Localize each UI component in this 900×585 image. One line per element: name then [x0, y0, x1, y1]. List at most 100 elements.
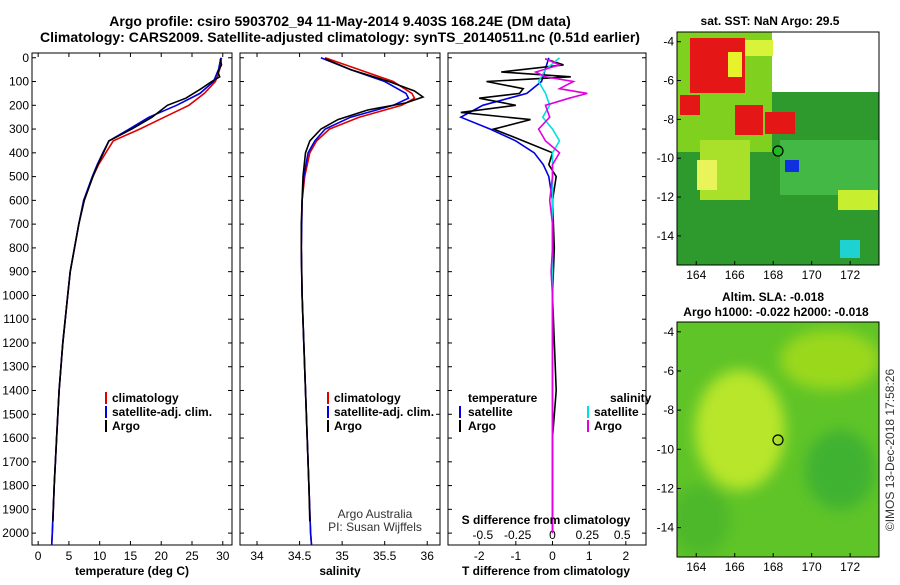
y-tick-label: 1700: [2, 455, 29, 469]
temperature-panel-frame: [31, 52, 233, 546]
legend-label-argo: Argo: [334, 419, 362, 433]
s-tick-label: -0.5: [472, 528, 493, 542]
credit-line-2: PI: Susan Wijffels: [328, 520, 422, 534]
salinity-panel-frame: [239, 52, 441, 546]
x-tick-label: 34: [250, 549, 264, 563]
title-line-1: Argo profile: csiro 5903702_94 11-May-20…: [109, 13, 570, 29]
series-line-argo: [52, 58, 223, 522]
salinity-axis-label: salinity: [319, 564, 361, 578]
y-tick-label: 300: [9, 122, 29, 136]
y-tick-label: 1100: [3, 312, 29, 326]
lon-tick-label: 164: [686, 560, 706, 574]
y-tick-label: 1000: [2, 288, 29, 302]
salinity-chart: 34 34.5 35 35.5 36: [240, 53, 440, 563]
y-tick-label: 500: [9, 170, 29, 184]
x-tick-label: 35: [335, 549, 349, 563]
x-tick-label: 30: [216, 549, 230, 563]
x-tick-label: 1: [586, 549, 593, 563]
y-tick-label: 700: [9, 217, 29, 231]
s-tick-label: 0: [549, 528, 556, 542]
lat-tick-label: -14: [657, 521, 675, 535]
temperature-axis-label: temperature (deg C): [75, 564, 189, 578]
t-difference-axis-label: T difference from climatology: [462, 564, 630, 578]
y-tick-label: 1500: [2, 407, 29, 421]
argo-position-marker: [772, 145, 784, 157]
x-tick-label: 0: [549, 549, 556, 563]
lat-tick-label: -6: [663, 364, 674, 378]
lat-tick-label: -8: [663, 112, 674, 126]
s-tick-label: 0.25: [576, 528, 600, 542]
y-tick-label: 1800: [2, 479, 29, 493]
legend-label-s-argo: Argo: [594, 419, 622, 433]
y-tick-label: 100: [9, 75, 29, 89]
lon-tick-label: 166: [725, 560, 745, 574]
legend-label-satellite: satellite-adj. clim.: [112, 405, 212, 419]
series-line-satellite-adj-clim-: [300, 57, 410, 546]
lat-tick-label: -4: [663, 325, 674, 339]
s-difference-axis-label: S difference from climatology: [462, 513, 631, 527]
x-tick-label: 36: [421, 549, 435, 563]
y-tick-label: 600: [9, 193, 29, 207]
series-line-temperature-argo: [460, 58, 571, 534]
legend-label-t-argo: Argo: [468, 419, 496, 433]
x-tick-label: 10: [93, 549, 107, 563]
y-tick-label: 1300: [2, 360, 29, 374]
y-tick-label: 2000: [2, 526, 29, 540]
series-line-salinity-satellite: [537, 57, 561, 534]
x-tick-label: 20: [155, 549, 169, 563]
s-tick-label: 0.5: [614, 528, 631, 542]
credit-line-1: Argo Australia: [338, 507, 413, 521]
x-tick-label: 34.5: [288, 549, 312, 563]
difference-chart: -2 -1 0 1 2 -0.5 -0.25 0 0.25 0.5: [448, 57, 646, 563]
lat-tick-label: -4: [663, 35, 674, 49]
y-tick-label: 1900: [2, 502, 29, 516]
legend-label-climatology: climatology: [112, 391, 179, 405]
title-line-2: Climatology: CARS2009. Satellite-adjuste…: [40, 29, 640, 45]
legend-label-satellite: satellite-adj. clim.: [334, 405, 434, 419]
x-tick-label: 2: [622, 549, 629, 563]
watermark: ©IMOS 13-Dec-2018 17:58:26: [883, 369, 897, 532]
lon-tick-label: 166: [725, 268, 745, 282]
legend-label-s-satellite: satellite: [594, 405, 639, 419]
y-tick-label: 800: [9, 241, 29, 255]
sla-map-ticks: 164 166 168 170 172 -4 -6 -8 -10 -12 -14: [657, 325, 861, 574]
sst-map-title: sat. SST: NaN Argo: 29.5: [701, 14, 840, 28]
sla-map-frame: [676, 321, 880, 558]
lat-tick-label: -10: [657, 151, 675, 165]
sst-map: [677, 32, 879, 265]
legend-label-climatology: climatology: [334, 391, 401, 405]
temperature-chart: 0100200300400500600700800900100011001200…: [2, 51, 232, 563]
sst-map-ticks: 164 166 168 170 172 -4 -6 -8 -10 -12 -14: [657, 35, 861, 282]
lon-tick-label: 172: [840, 268, 860, 282]
y-tick-label: 900: [9, 265, 29, 279]
x-tick-label: 0: [35, 549, 42, 563]
sla-map-title-1: Altim. SLA: -0.018: [722, 290, 824, 304]
lat-tick-label: -6: [663, 74, 674, 88]
y-tick-label: 0: [22, 51, 29, 65]
temperature-legend: climatology satellite-adj. clim. Argo: [105, 391, 212, 433]
legend-label-t-satellite: satellite: [468, 405, 513, 419]
x-tick-label: 25: [185, 549, 199, 563]
x-tick-label: -1: [510, 549, 521, 563]
lon-tick-label: 170: [802, 560, 822, 574]
difference-legend: temperature satellite Argo salinity sate…: [459, 391, 652, 433]
legend-label-argo: Argo: [112, 419, 140, 433]
lon-tick-label: 168: [763, 560, 783, 574]
x-tick-label: 15: [124, 549, 138, 563]
legend-heading-temperature: temperature: [468, 391, 538, 405]
lat-tick-label: -14: [657, 229, 675, 243]
difference-panel-frame: [447, 52, 647, 546]
y-tick-label: 1200: [2, 336, 29, 350]
series-line-argo: [300, 58, 425, 522]
series-line-salinity-argo: [533, 58, 588, 534]
lat-tick-label: -12: [657, 481, 675, 495]
lat-tick-label: -12: [657, 190, 675, 204]
y-tick-label: 1400: [2, 384, 29, 398]
sla-map: [677, 322, 879, 557]
lon-tick-label: 168: [763, 268, 783, 282]
argo-position-marker-sla: [772, 434, 784, 446]
y-tick-label: 1600: [2, 431, 29, 445]
salinity-legend: climatology satellite-adj. clim. Argo: [327, 391, 434, 433]
lon-tick-label: 170: [802, 268, 822, 282]
